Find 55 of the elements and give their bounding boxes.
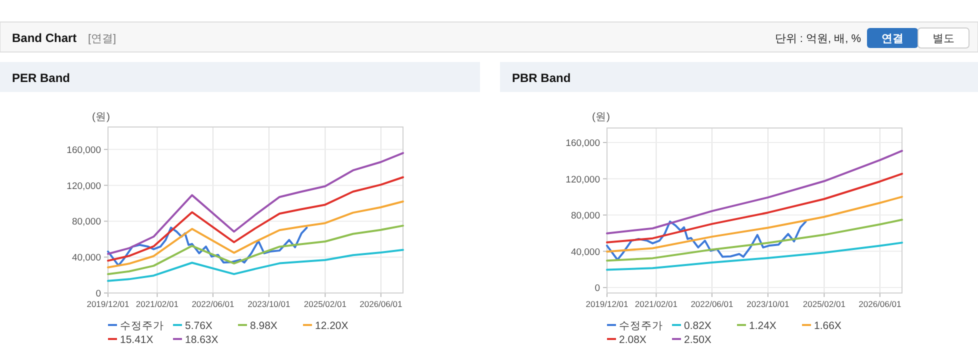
legend-label: 2.08X — [619, 334, 646, 346]
line-series — [107, 224, 404, 276]
line-series — [606, 150, 903, 234]
x-tick-label: 2022/06/01 — [192, 299, 235, 309]
x-tick-label: 2025/02/01 — [802, 299, 846, 309]
line-series — [606, 172, 903, 244]
legend-label: 2.50X — [684, 334, 712, 346]
x-tick-label: 2023/10/01 — [746, 299, 790, 309]
line-series — [606, 196, 903, 253]
chart-title: PBR Band — [512, 71, 571, 85]
legend-label: 18.63X — [185, 334, 218, 346]
x-tick-label: 2019/12/01 — [86, 299, 130, 309]
text: Band Chart — [12, 31, 77, 45]
legend-label: 0.82X — [684, 320, 712, 332]
text: 단위 : 억원, 배, % — [774, 33, 862, 45]
x-tick-label: 2021/02/01 — [136, 299, 179, 309]
legend-label: 수정주가 — [619, 320, 663, 332]
legend-label: 1.24X — [749, 320, 776, 332]
line-series — [107, 248, 404, 282]
y-tick-label: 160,000 — [66, 144, 101, 156]
x-tick-label: 2026/06/01 — [360, 299, 402, 309]
y-tick-label: 80,000 — [72, 216, 101, 228]
line-series — [606, 218, 903, 262]
legend-label: 12.20X — [315, 320, 348, 332]
y-axis-title: (원) — [92, 111, 110, 123]
y-tick-label: 40,000 — [72, 252, 101, 264]
x-tick-label: 2022/06/01 — [690, 299, 734, 309]
legend-label: 5.76X — [185, 320, 212, 332]
line-series — [107, 176, 404, 262]
line-series — [107, 152, 404, 255]
line-series — [107, 226, 308, 266]
x-tick-label: 2019/12/01 — [586, 299, 629, 309]
text: 연결 — [882, 33, 904, 45]
y-tick-label: 40,000 — [570, 246, 600, 258]
line-series — [606, 242, 903, 271]
line-series — [107, 200, 404, 268]
x-tick-label: 2023/10/01 — [248, 299, 290, 309]
x-tick-label: 2021/02/01 — [634, 299, 678, 309]
y-tick-label: 120,000 — [66, 180, 101, 192]
chart-title: PER Band — [12, 71, 70, 85]
y-tick-label: 0 — [96, 288, 101, 300]
x-tick-label: 2025/02/01 — [304, 299, 347, 309]
x-tick-label: 2026/06/01 — [858, 299, 902, 309]
y-tick-label: 160,000 — [566, 138, 600, 150]
legend-label: 1.66X — [814, 320, 842, 332]
y-tick-label: 120,000 — [566, 174, 600, 186]
legend-label: 8.98X — [250, 320, 278, 332]
legend-label: 15.41X — [120, 334, 154, 346]
y-axis-title: (원) — [592, 111, 610, 123]
text: 별도 — [932, 33, 954, 45]
y-tick-label: 0 — [594, 283, 600, 294]
text: [연결] — [88, 33, 116, 45]
line-series — [606, 220, 807, 261]
legend-label: 수정주가 — [120, 320, 164, 332]
y-tick-label: 80,000 — [570, 210, 600, 222]
